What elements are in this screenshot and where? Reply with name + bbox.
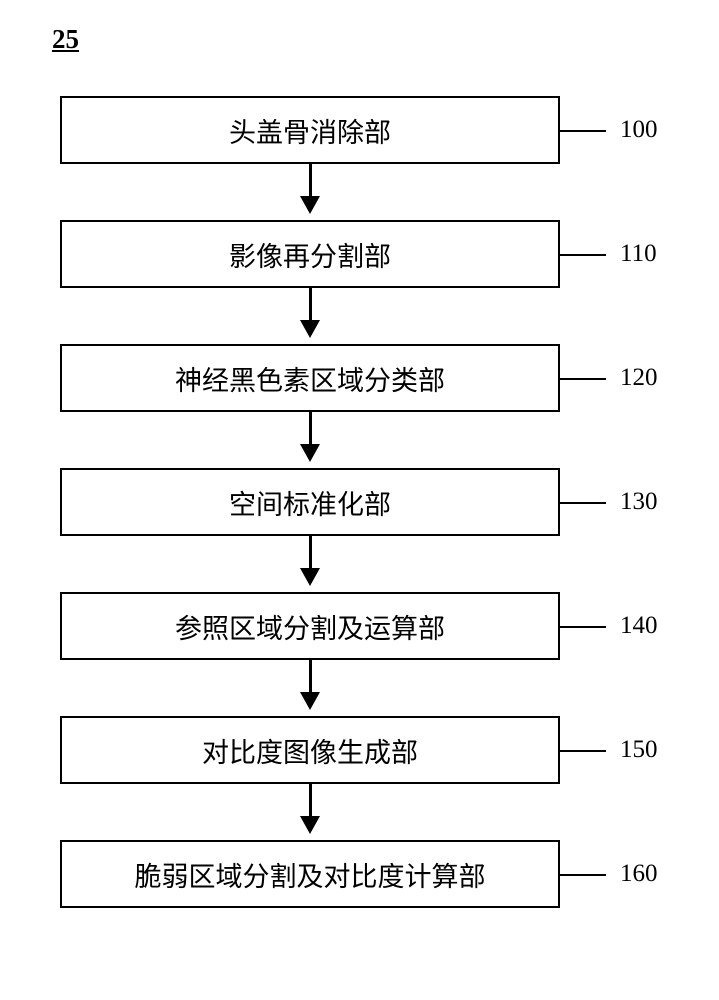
arrow-head-icon	[300, 692, 320, 710]
arrow-head-icon	[300, 444, 320, 462]
arrow-head-icon	[300, 816, 320, 834]
flowchart-node-label: 脆弱区域分割及对比度计算部	[135, 855, 486, 894]
ref-number-label: 140	[620, 612, 658, 640]
ref-number-label: 110	[620, 240, 657, 268]
ref-connector	[560, 626, 606, 628]
flowchart-canvas: 25 头盖骨消除部 100 影像再分割部 110 神经黑色素区域分类部 120 空间标准化部…	[0, 0, 719, 1000]
arrow-shaft	[309, 536, 312, 568]
figure-number-label: 25	[52, 24, 79, 55]
ref-number-label: 160	[620, 860, 658, 888]
arrow-shaft	[309, 288, 312, 320]
ref-connector	[560, 874, 606, 876]
arrow-head-icon	[300, 568, 320, 586]
flowchart-node-label: 参照区域分割及运算部	[175, 607, 445, 646]
flowchart-node: 空间标准化部	[60, 468, 560, 536]
flowchart-node: 影像再分割部	[60, 220, 560, 288]
flowchart-node: 对比度图像生成部	[60, 716, 560, 784]
arrow-head-icon	[300, 196, 320, 214]
arrow-shaft	[309, 164, 312, 196]
ref-connector	[560, 130, 606, 132]
ref-number-label: 120	[620, 364, 658, 392]
ref-connector	[560, 378, 606, 380]
flowchart-node: 参照区域分割及运算部	[60, 592, 560, 660]
arrow-shaft	[309, 784, 312, 816]
flowchart-node: 脆弱区域分割及对比度计算部	[60, 840, 560, 908]
arrow-head-icon	[300, 320, 320, 338]
ref-number-label: 100	[620, 116, 658, 144]
flowchart-node: 神经黑色素区域分类部	[60, 344, 560, 412]
flowchart-node-label: 影像再分割部	[229, 235, 391, 274]
arrow-shaft	[309, 660, 312, 692]
ref-connector	[560, 254, 606, 256]
flowchart-node-label: 对比度图像生成部	[202, 731, 418, 770]
ref-connector	[560, 502, 606, 504]
ref-number-label: 130	[620, 488, 658, 516]
ref-number-label: 150	[620, 736, 658, 764]
flowchart-node-label: 头盖骨消除部	[229, 111, 391, 150]
flowchart-node-label: 空间标准化部	[229, 483, 391, 522]
ref-connector	[560, 750, 606, 752]
flowchart-node: 头盖骨消除部	[60, 96, 560, 164]
flowchart-node-label: 神经黑色素区域分类部	[175, 359, 445, 398]
arrow-shaft	[309, 412, 312, 444]
